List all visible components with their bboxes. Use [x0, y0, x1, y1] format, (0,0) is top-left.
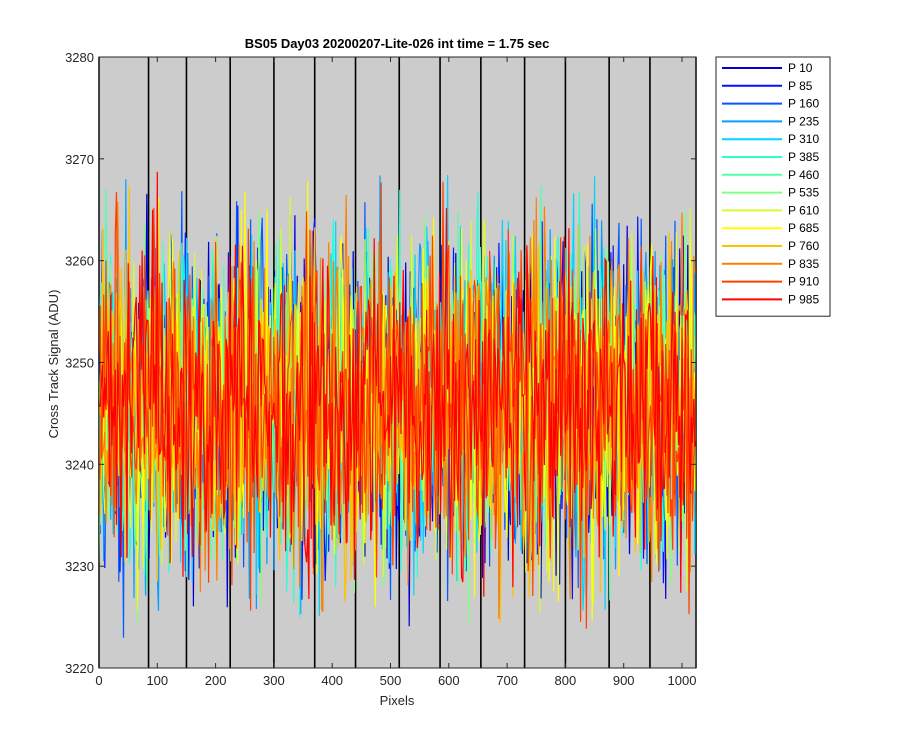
legend-entry-label: P 835 [788, 257, 819, 271]
x-tick-label: 400 [321, 673, 343, 688]
chart-title: BS05 Day03 20200207-Lite-026 int time = … [245, 36, 550, 51]
legend-entry-label: P 160 [788, 97, 819, 111]
x-tick-label: 300 [263, 673, 285, 688]
y-tick-label: 3240 [65, 457, 94, 472]
y-tick-label: 3250 [65, 356, 94, 371]
x-tick-label: 900 [613, 673, 635, 688]
legend-entry-label: P 760 [788, 239, 819, 253]
legend-entry-label: P 985 [788, 292, 819, 306]
x-tick-label: 600 [438, 673, 460, 688]
x-axis-label: Pixels [380, 693, 415, 708]
x-tick-label: 700 [496, 673, 518, 688]
series-line [98, 181, 697, 629]
legend-entry-label: P 535 [788, 186, 819, 200]
y-tick-label: 3230 [65, 559, 94, 574]
legend-entry-label: P 235 [788, 114, 819, 128]
legend-entry-label: P 910 [788, 275, 819, 289]
x-tick-label: 100 [146, 673, 168, 688]
legend-entry-label: P 10 [788, 61, 813, 75]
x-tick-label: 200 [205, 673, 227, 688]
legend-entry-label: P 85 [788, 79, 813, 93]
x-axis: 0 100 200 300 400 500 600 700 800 900 1000 [95, 57, 696, 688]
y-tick-label: 3260 [65, 254, 94, 269]
legend: P 10 P 85 P 160 P 235 P 310 P 385 P 460 P 535 P … [715, 56, 831, 317]
y-axis-label: Cross Track Signal (ADU) [46, 290, 61, 439]
legend-entry-label: P 310 [788, 132, 819, 146]
y-tick-label: 3270 [65, 152, 94, 167]
legend-entry-label: P 385 [788, 150, 819, 164]
legend-entry-label: P 685 [788, 221, 819, 235]
legend-entry-label: P 460 [788, 168, 819, 182]
legend-entry-label: P 610 [788, 203, 819, 217]
series-line [98, 195, 697, 620]
x-tick-label: 800 [555, 673, 577, 688]
x-tick-label: 1000 [668, 673, 697, 688]
series-line [98, 171, 697, 600]
y-tick-label: 3220 [65, 661, 94, 676]
y-tick-label: 3280 [65, 50, 94, 65]
x-tick-label: 0 [95, 673, 102, 688]
x-tick-label: 500 [380, 673, 402, 688]
legend-box [715, 56, 831, 317]
y-axis: 3220 3230 3240 3250 3260 3270 3280 [65, 50, 696, 676]
